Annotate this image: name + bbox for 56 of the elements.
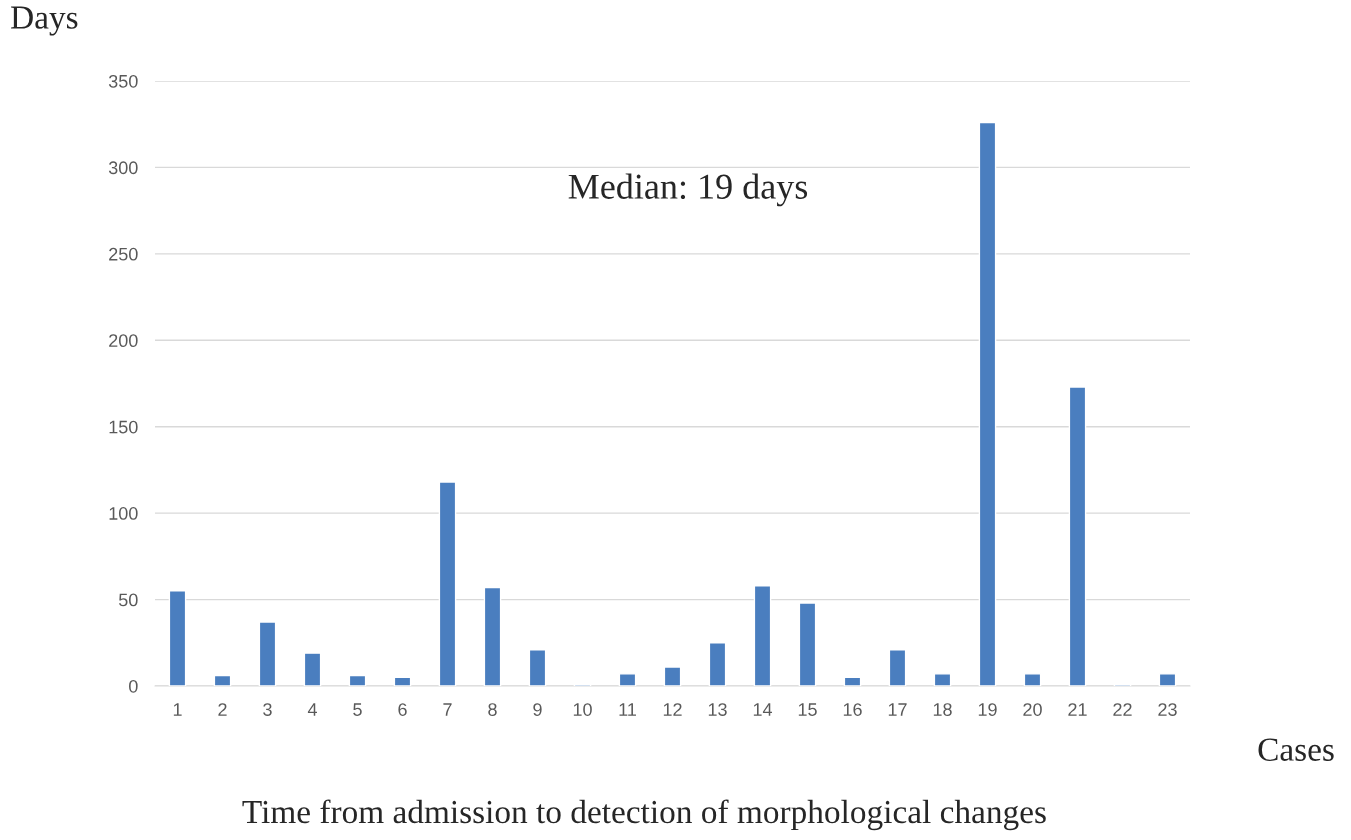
- bar: [798, 602, 817, 686]
- y-tick-label: 100: [109, 507, 138, 520]
- bar: [888, 649, 907, 686]
- x-tick-label: 21: [1068, 703, 1087, 716]
- x-tick-label: 12: [663, 703, 682, 716]
- x-tick-label: 7: [443, 703, 452, 716]
- bar: [978, 121, 997, 686]
- x-tick-label: 9: [533, 703, 542, 716]
- bar: [213, 674, 232, 686]
- y-tick-label: 150: [109, 420, 138, 434]
- x-tick-label: 19: [978, 703, 997, 716]
- x-tick-label: 4: [307, 703, 317, 716]
- bar: [168, 590, 187, 686]
- text: Time from admission to detection of morphological changes: [242, 799, 1046, 831]
- bar: [483, 586, 502, 686]
- bar: [348, 674, 367, 686]
- x-tick-label: 11: [619, 703, 636, 716]
- x-tick-label: 3: [263, 703, 272, 716]
- x-tick-label: 6: [398, 703, 407, 716]
- bar: [258, 621, 277, 686]
- x-tick-label: 10: [573, 703, 592, 716]
- bar: [528, 649, 547, 686]
- x-tick-label: 8: [488, 703, 497, 716]
- bar: [843, 676, 862, 686]
- y-tick-label: 200: [109, 334, 138, 348]
- x-tick-label: 23: [1158, 703, 1177, 716]
- bar: [393, 676, 412, 686]
- y-tick-label: 350: [108, 74, 138, 88]
- y-tick-label: 250: [109, 247, 138, 261]
- bar: [1068, 386, 1087, 686]
- bar: [1023, 673, 1042, 686]
- y-tick-label: 50: [118, 593, 138, 607]
- x-tick-label: 13: [708, 703, 727, 716]
- x-tick-label: 2: [218, 703, 227, 716]
- y-tick-label: 0: [129, 679, 138, 693]
- x-tick-label: 5: [353, 703, 362, 716]
- x-tick-label: 17: [888, 703, 907, 716]
- x-tick-label: 20: [1023, 703, 1042, 716]
- bar: [303, 652, 322, 686]
- x-tick-label: 22: [1113, 703, 1132, 716]
- bar: [438, 481, 457, 686]
- bar: [1158, 673, 1177, 686]
- bar: [708, 642, 727, 686]
- bar: [933, 673, 952, 686]
- y-tick-label: 300: [108, 161, 138, 175]
- x-tick-label: 16: [843, 703, 862, 716]
- bar: [753, 585, 772, 686]
- x-tick-label: 15: [798, 703, 817, 716]
- x-tick-label: 18: [933, 703, 952, 716]
- annotation: Median: 19 days: [568, 173, 808, 207]
- x-tick-label: 1: [173, 703, 182, 716]
- x-tick-label: 14: [753, 703, 773, 716]
- bar: [663, 666, 682, 686]
- bar: [618, 673, 637, 686]
- y-axis-title: Days: [11, 6, 78, 36]
- x-axis-title: Cases: [1258, 738, 1334, 761]
